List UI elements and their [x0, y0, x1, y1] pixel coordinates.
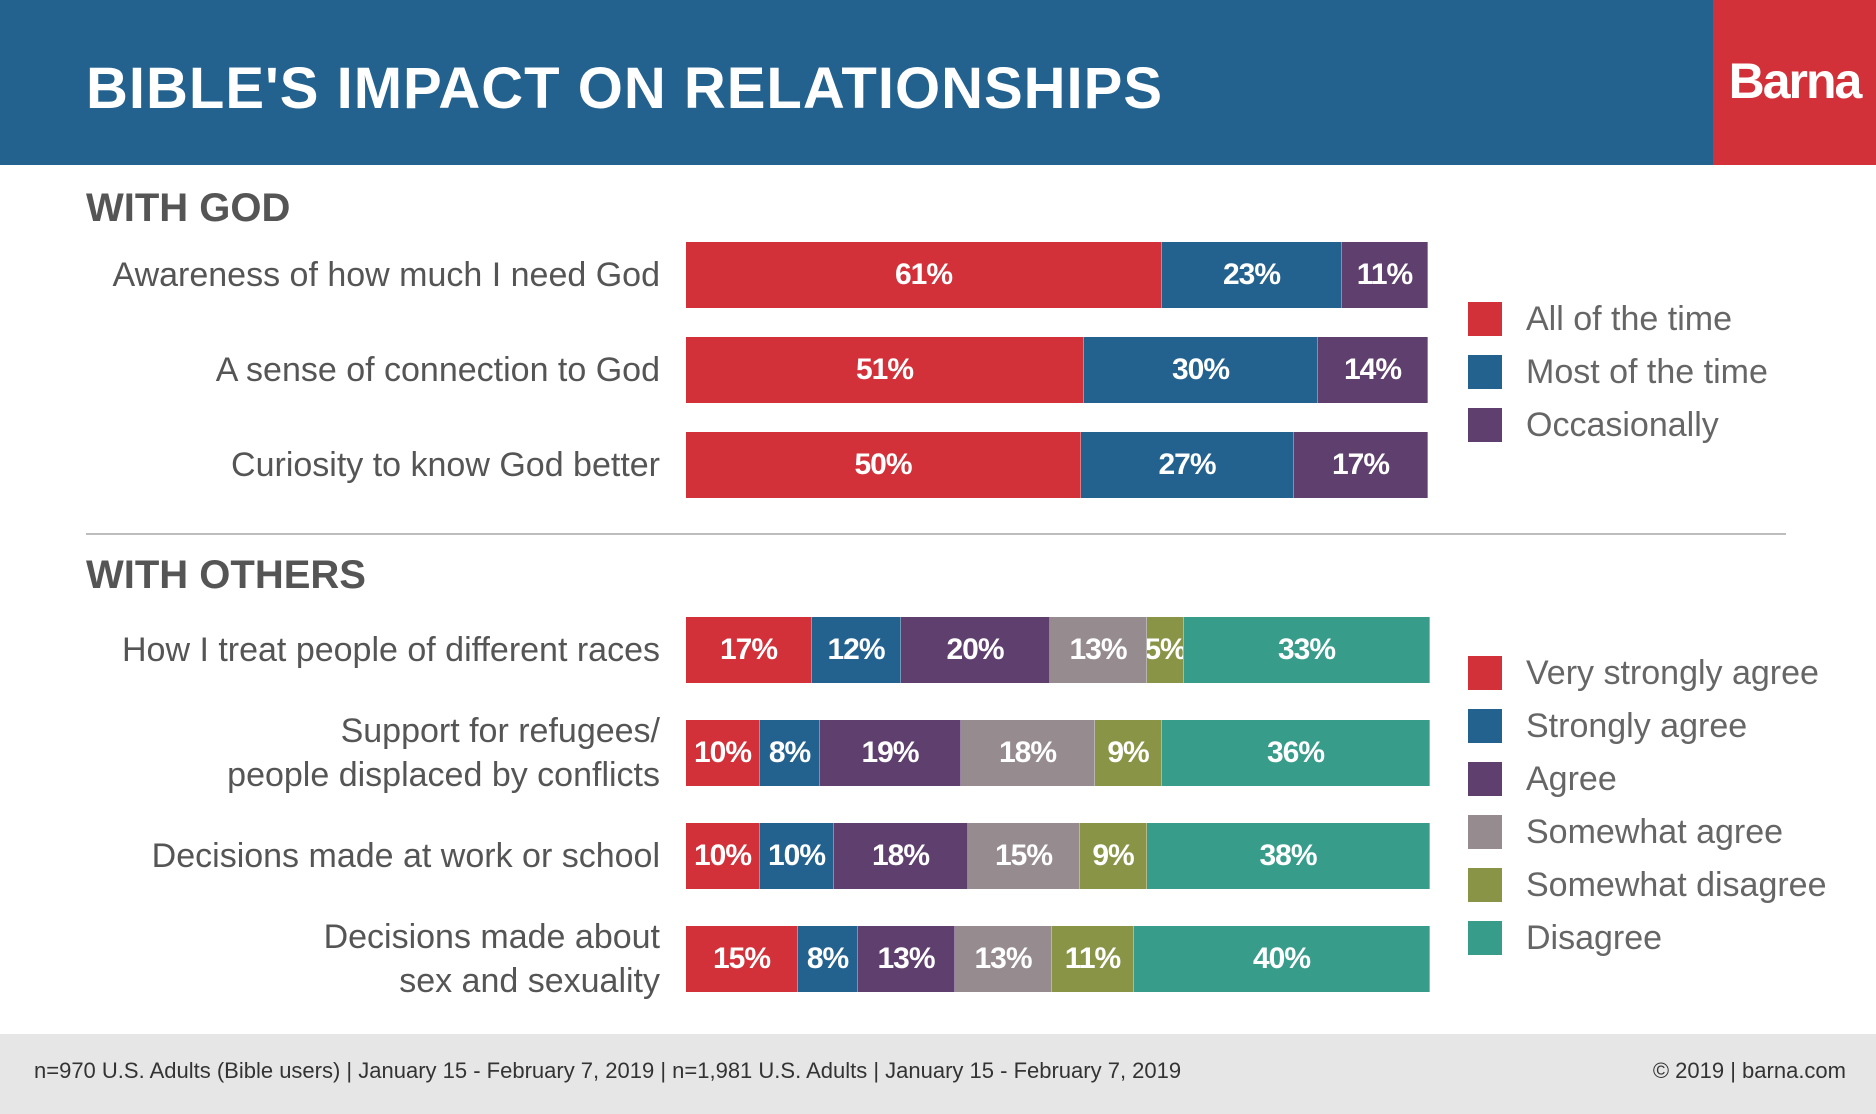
row-label-line: people displaced by conflicts: [227, 756, 660, 794]
bar-segment-agree: 19%: [820, 720, 961, 786]
legend-label: Strongly agree: [1526, 707, 1748, 745]
legend-swatch: [1468, 868, 1502, 902]
row-label: Curiosity to know God better: [40, 443, 660, 487]
bar-segment-very-strongly-agree: 10%: [686, 823, 760, 889]
row-label-line: How I treat people of different races: [121, 631, 660, 669]
legend-swatch: [1468, 709, 1502, 743]
barna-logo-text: Barna: [1728, 53, 1863, 109]
row-label-line: Decisions made about: [323, 918, 660, 956]
bar-segment-somewhat-disagree: 5%: [1147, 617, 1184, 683]
legend-label: Somewhat agree: [1526, 813, 1784, 851]
legend-label: Disagree: [1526, 919, 1663, 957]
legend-swatch: [1468, 656, 1502, 690]
legend-label: Most of the time: [1526, 353, 1768, 391]
legend-label: Somewhat disagree: [1526, 866, 1827, 904]
legend-label: Very strongly agree: [1526, 654, 1819, 692]
bar-segment-very-strongly-agree: 17%: [686, 617, 812, 683]
footer-sample-info: n=970 U.S. Adults (Bible users) | Januar…: [34, 1058, 1182, 1083]
row-label: How I treat people of different races: [40, 628, 660, 672]
bar-segment-disagree: 38%: [1147, 823, 1430, 889]
bar-segment-somewhat-agree: 13%: [1050, 617, 1147, 683]
barna-logo: Barna: [1713, 0, 1876, 165]
row-label: Decisions made about sex and sexuality: [40, 915, 660, 1003]
bar-segment-strongly-agree: 10%: [760, 823, 834, 889]
bar-segment-disagree: 40%: [1134, 926, 1430, 992]
bar-segment-most-of-the-time: 27%: [1081, 432, 1294, 498]
bar-segment-occasionally: 14%: [1318, 337, 1428, 403]
bar-segment-somewhat-agree: 13%: [955, 926, 1052, 992]
bar-segment-most-of-the-time: 30%: [1084, 337, 1318, 403]
footer-copyright: © 2019 | barna.com: [1652, 1058, 1846, 1083]
bar-segment-somewhat-disagree: 9%: [1080, 823, 1147, 889]
section-divider: [86, 533, 1786, 535]
row-label: Awareness of how much I need God: [40, 253, 660, 297]
header-banner: [0, 0, 1876, 165]
bar-segment-all-of-the-time: 50%: [686, 432, 1081, 498]
bar-row: 15% 8% 13% 13% 11% 40%: [686, 926, 1430, 992]
bar-segment-somewhat-disagree: 11%: [1052, 926, 1134, 992]
bar-segment-all-of-the-time: 51%: [686, 337, 1084, 403]
row-label: Support for refugees/people displaced by…: [40, 709, 660, 797]
bar-segment-somewhat-disagree: 9%: [1095, 720, 1162, 786]
bar-segment-strongly-agree: 8%: [760, 720, 820, 786]
page-title: BIBLE'S IMPACT ON RELATIONSHIPS: [86, 56, 1164, 121]
bar-segment-occasionally: 11%: [1342, 242, 1428, 308]
legend-swatch: [1468, 762, 1502, 796]
legend-swatch: [1468, 355, 1502, 389]
legend-swatch: [1468, 815, 1502, 849]
bar-segment-agree: 18%: [834, 823, 968, 889]
bar-segment-strongly-agree: 12%: [812, 617, 901, 683]
legend-label: Occasionally: [1526, 406, 1719, 444]
row-label-line: Support for refugees/: [340, 712, 660, 750]
row-label-line: Awareness of how much I need God: [112, 256, 660, 294]
bar-segment-agree: 20%: [901, 617, 1050, 683]
legend-label: Agree: [1526, 760, 1617, 798]
row-label-line: Curiosity to know God better: [231, 446, 660, 484]
bar-segment-very-strongly-agree: 10%: [686, 720, 760, 786]
row-label: A sense of connection to God: [40, 348, 660, 392]
bar-segment-strongly-agree: 8%: [798, 926, 858, 992]
bar-segment-all-of-the-time: 61%: [686, 242, 1162, 308]
footer: n=970 U.S. Adults (Bible users) | Januar…: [0, 1034, 1876, 1114]
bar-row: 51% 30% 14%: [686, 337, 1428, 403]
bar-row: 10% 10% 18% 15% 9% 38%: [686, 823, 1430, 889]
bar-segment-agree: 13%: [858, 926, 955, 992]
bar-row: 17%12%20%13%5%33%: [686, 617, 1430, 683]
row-label-line: A sense of connection to God: [215, 351, 660, 389]
bar-segment-disagree: 33%: [1184, 617, 1430, 683]
bar-segment-very-strongly-agree: 15%: [686, 926, 798, 992]
bar-row: 50% 27% 17%: [686, 432, 1428, 498]
bar-segment-occasionally: 17%: [1294, 432, 1428, 498]
row-label-line: Decisions made at work or school: [151, 837, 660, 875]
legend-swatch: [1468, 921, 1502, 955]
bar-row: 10% 8% 19% 18% 9% 36%: [686, 720, 1430, 786]
row-label-line: sex and sexuality: [399, 962, 660, 1000]
bar-segment-most-of-the-time: 23%: [1162, 242, 1342, 308]
legend-swatch: [1468, 302, 1502, 336]
legend-swatch: [1468, 408, 1502, 442]
bar-segment-somewhat-agree: 15%: [968, 823, 1080, 889]
row-label: Decisions made at work or school: [40, 834, 660, 878]
section-title-with-others: WITH OTHERS: [86, 553, 366, 597]
legend-label: All of the time: [1526, 300, 1732, 338]
section-title-with-god: WITH GOD: [86, 186, 291, 230]
bar-row: 61% 23% 11%: [686, 242, 1428, 308]
bar-segment-disagree: 36%: [1162, 720, 1430, 786]
bar-segment-somewhat-agree: 18%: [961, 720, 1095, 786]
